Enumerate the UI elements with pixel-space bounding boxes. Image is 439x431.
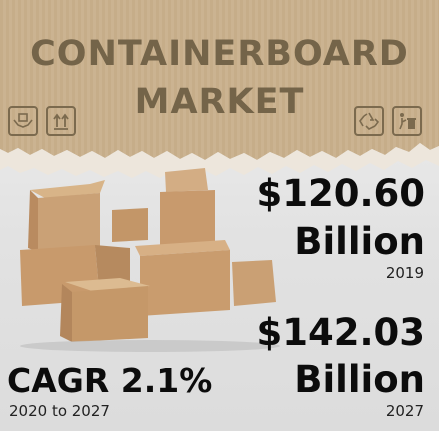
this-way-up-icon xyxy=(46,106,76,136)
cardboard-boxes-illustration xyxy=(20,168,280,352)
year-2027: 2027 xyxy=(385,402,424,420)
year-2019: 2019 xyxy=(385,264,424,282)
unit-2027: Billion xyxy=(294,358,425,401)
hands-box-icon xyxy=(8,106,38,136)
title-line-1: CONTAINERBOARD xyxy=(30,34,409,74)
value-2019: $120.60 xyxy=(256,172,425,215)
dispose-bin-icon xyxy=(392,106,422,136)
cagr-label: CAGR 2.1% xyxy=(7,361,213,400)
value-2027: $142.03 xyxy=(256,311,425,354)
recycle-icon xyxy=(354,106,384,136)
cardboard-banner xyxy=(0,0,439,178)
cagr-range: 2020 to 2027 xyxy=(9,402,110,420)
title-line-2: MARKET xyxy=(134,82,305,122)
unit-2019: Billion xyxy=(294,220,425,263)
